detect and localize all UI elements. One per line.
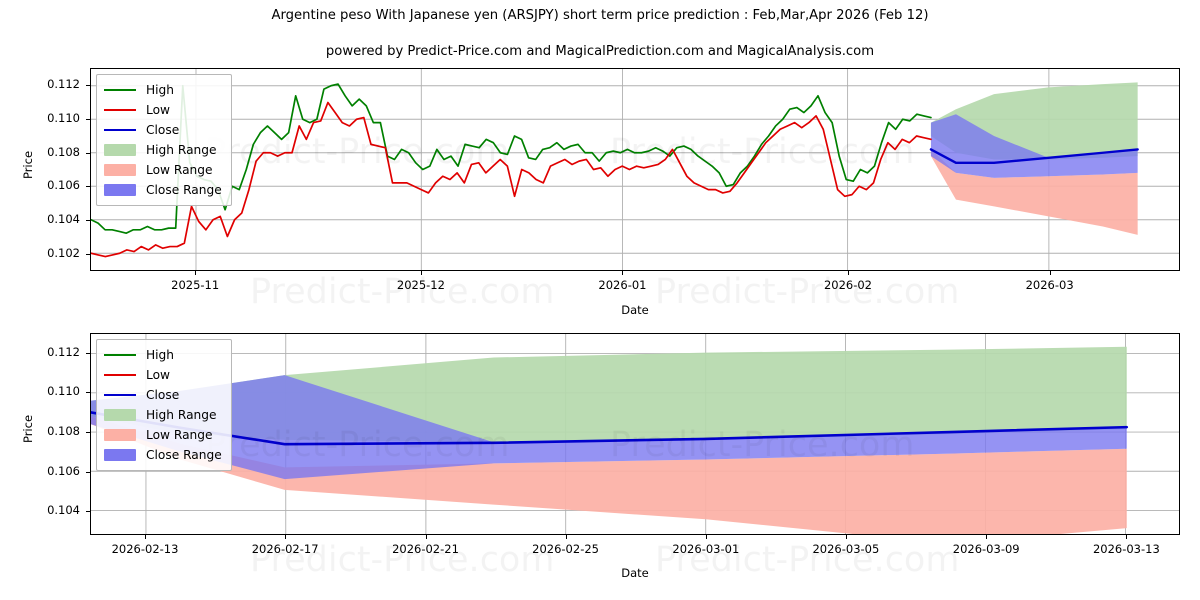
- y-tick-mark: [86, 152, 90, 154]
- legend-item-close-range[interactable]: Close Range: [104, 180, 222, 200]
- x-tick-mark: [425, 535, 427, 539]
- y-tick-mark: [86, 352, 90, 354]
- legend-label: Close Range: [146, 447, 222, 462]
- page-title: Argentine peso With Japanese yen (ARSJPY…: [271, 8, 929, 23]
- y-tick-label: 0.112: [47, 76, 80, 91]
- y-tick-label: 0.108: [47, 144, 80, 159]
- overview-chart-plot: [90, 68, 1180, 271]
- page-subtitle: powered by Predict-Price.com and Magical…: [325, 44, 875, 59]
- y-tick-mark: [86, 471, 90, 473]
- y-tick-mark: [86, 220, 90, 222]
- x-tick-label: 2025-12: [396, 278, 445, 292]
- y-tick-label: 0.110: [47, 110, 80, 125]
- y-tick-label: 0.112: [47, 344, 80, 359]
- y-tick-mark: [86, 392, 90, 394]
- legend-swatch-patch-icon: [104, 184, 136, 196]
- x-tick-label: 2026-02: [823, 278, 873, 292]
- x-tick-mark: [145, 535, 147, 539]
- x-tick-mark: [986, 535, 988, 539]
- x-tick-label: 2026-01: [598, 278, 647, 292]
- x-tick-mark: [845, 535, 847, 539]
- legend-label: High: [146, 347, 175, 362]
- x-tick-mark: [420, 271, 422, 275]
- legend-swatch-line-icon: [104, 84, 136, 96]
- y-tick-label: 0.104: [47, 503, 80, 518]
- legend-swatch-patch-icon: [104, 144, 136, 156]
- x-tick-mark: [847, 271, 849, 275]
- legend-item-high[interactable]: High: [104, 345, 222, 365]
- x-tick-mark: [1049, 271, 1051, 275]
- legend-swatch-line-icon: [104, 369, 136, 381]
- x-tick-label: 2026-02-21: [392, 542, 459, 556]
- legend-swatch-line-icon: [104, 124, 136, 136]
- legend-item-low-range[interactable]: Low Range: [104, 160, 222, 180]
- legend-label: Low: [146, 367, 170, 382]
- x-tick-label: 2026-03-01: [672, 542, 740, 556]
- y-tick-label: 0.106: [47, 178, 80, 193]
- x-tick-label: 2025-11: [171, 278, 220, 292]
- legend-swatch-patch-icon: [104, 429, 136, 441]
- legend-item-high-range[interactable]: High Range: [104, 405, 222, 425]
- legend-item-high[interactable]: High: [104, 80, 222, 100]
- x-tick-label: 2026-03-05: [812, 542, 880, 556]
- x-tick-label: 2026-02-17: [251, 542, 319, 556]
- x-axis-label-top: Date: [621, 303, 649, 317]
- y-tick-label: 0.110: [47, 384, 80, 399]
- y-tick-mark: [86, 186, 90, 188]
- x-tick-label: 2026-02-25: [532, 542, 599, 556]
- legend-item-low[interactable]: Low: [104, 365, 222, 385]
- legend-label: Low Range: [146, 427, 213, 442]
- x-tick-mark: [622, 271, 624, 275]
- legend-label: Low: [146, 102, 170, 117]
- legend-swatch-line-icon: [104, 389, 136, 401]
- overview-plot-svg: [91, 69, 1179, 270]
- y-tick-label: 0.108: [47, 424, 80, 439]
- legend-swatch-line-icon: [104, 349, 136, 361]
- legend-item-close-range[interactable]: Close Range: [104, 445, 222, 465]
- x-tick-label: 2026-03-13: [1092, 542, 1160, 556]
- legend-item-high-range[interactable]: High Range: [104, 140, 222, 160]
- y-tick-mark: [86, 511, 90, 513]
- x-tick-mark: [565, 535, 567, 539]
- x-axis-label-bottom: Date: [621, 566, 649, 580]
- x-tick-label: 2026-03: [1025, 278, 1074, 292]
- legend-label: High Range: [146, 142, 217, 157]
- legend-label: Close: [146, 122, 180, 137]
- legend-label: Low Range: [146, 162, 213, 177]
- x-tick-label: 2026-02-13: [111, 542, 179, 556]
- y-tick-label: 0.102: [47, 246, 80, 261]
- x-tick-mark: [285, 535, 287, 539]
- x-tick-mark: [1126, 535, 1128, 539]
- x-tick-label: 2026-03-09: [952, 542, 1020, 556]
- forecast-detail-chart-plot: [90, 333, 1180, 535]
- legend-overview: High Low Close High Range Low Range Close Ran…: [96, 74, 232, 206]
- legend-swatch-patch-icon: [104, 409, 136, 421]
- legend-label: Close: [146, 387, 180, 402]
- y-tick-mark: [86, 118, 90, 120]
- legend-label: Close Range: [146, 182, 222, 197]
- forecast-plot-svg: [91, 334, 1179, 534]
- legend-item-close[interactable]: Close: [104, 385, 222, 405]
- x-tick-mark: [705, 535, 707, 539]
- y-tick-label: 0.106: [47, 463, 80, 478]
- legend-swatch-patch-icon: [104, 449, 136, 461]
- legend-swatch-line-icon: [104, 104, 136, 116]
- x-tick-mark: [195, 271, 197, 275]
- legend-item-low-range[interactable]: Low Range: [104, 425, 222, 445]
- legend-item-low[interactable]: Low: [104, 100, 222, 120]
- y-tick-mark: [86, 84, 90, 86]
- y-tick-mark: [86, 254, 90, 256]
- y-tick-label: 0.104: [47, 212, 80, 227]
- legend-item-close[interactable]: Close: [104, 120, 222, 140]
- legend-label: High: [146, 82, 175, 97]
- y-tick-mark: [86, 432, 90, 434]
- legend-forecast-detail: High Low Close High Range Low Range Close Ran…: [96, 339, 232, 471]
- legend-label: High Range: [146, 407, 217, 422]
- legend-swatch-patch-icon: [104, 164, 136, 176]
